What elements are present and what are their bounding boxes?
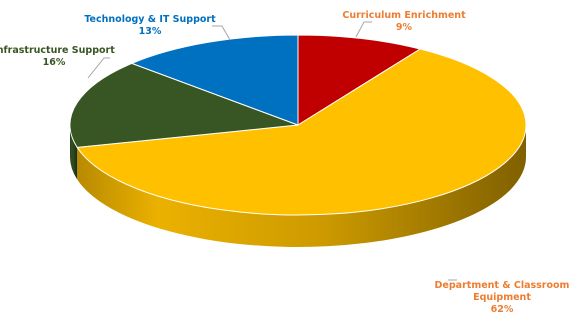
leader-line-infrastructure-support bbox=[87, 57, 110, 79]
slice-curriculum-enrichment bbox=[297, 34, 422, 126]
slice-side-infrastructure-support bbox=[70, 125, 78, 180]
slice-value-technology-and-it-support: 13% bbox=[139, 26, 162, 37]
slice-label-department-and-classroom-equipment-line-1: Department & Classroom bbox=[435, 280, 570, 291]
slice-technology-and-it-support bbox=[130, 34, 299, 126]
slice-value-department-and-classroom-equipment: 62% bbox=[491, 304, 514, 315]
slice-label-curriculum-enrichment: Curriculum Enrichment bbox=[342, 10, 466, 21]
pie-slices bbox=[69, 34, 527, 216]
slice-value-curriculum-enrichment: 9% bbox=[396, 22, 413, 33]
slice-label-department-and-classroom-equipment-line-2: Equipment bbox=[473, 292, 531, 303]
slice-label-infrastructure-support: Infrastructure Support bbox=[0, 45, 115, 56]
slice-value-infrastructure-support: 16% bbox=[43, 57, 66, 68]
slice-side-department-and-classroom-equipment bbox=[77, 125, 527, 247]
leader-line-curriculum-enrichment bbox=[355, 21, 372, 38]
slice-department-and-classroom-equipment bbox=[76, 48, 527, 216]
slice-label-technology-and-it-support: Technology & IT Support bbox=[84, 14, 216, 25]
leader-line-technology-and-it-support bbox=[212, 25, 231, 41]
slice-infrastructure-support bbox=[69, 62, 299, 148]
leader-lines bbox=[87, 21, 457, 281]
pie-side-walls bbox=[70, 125, 527, 247]
